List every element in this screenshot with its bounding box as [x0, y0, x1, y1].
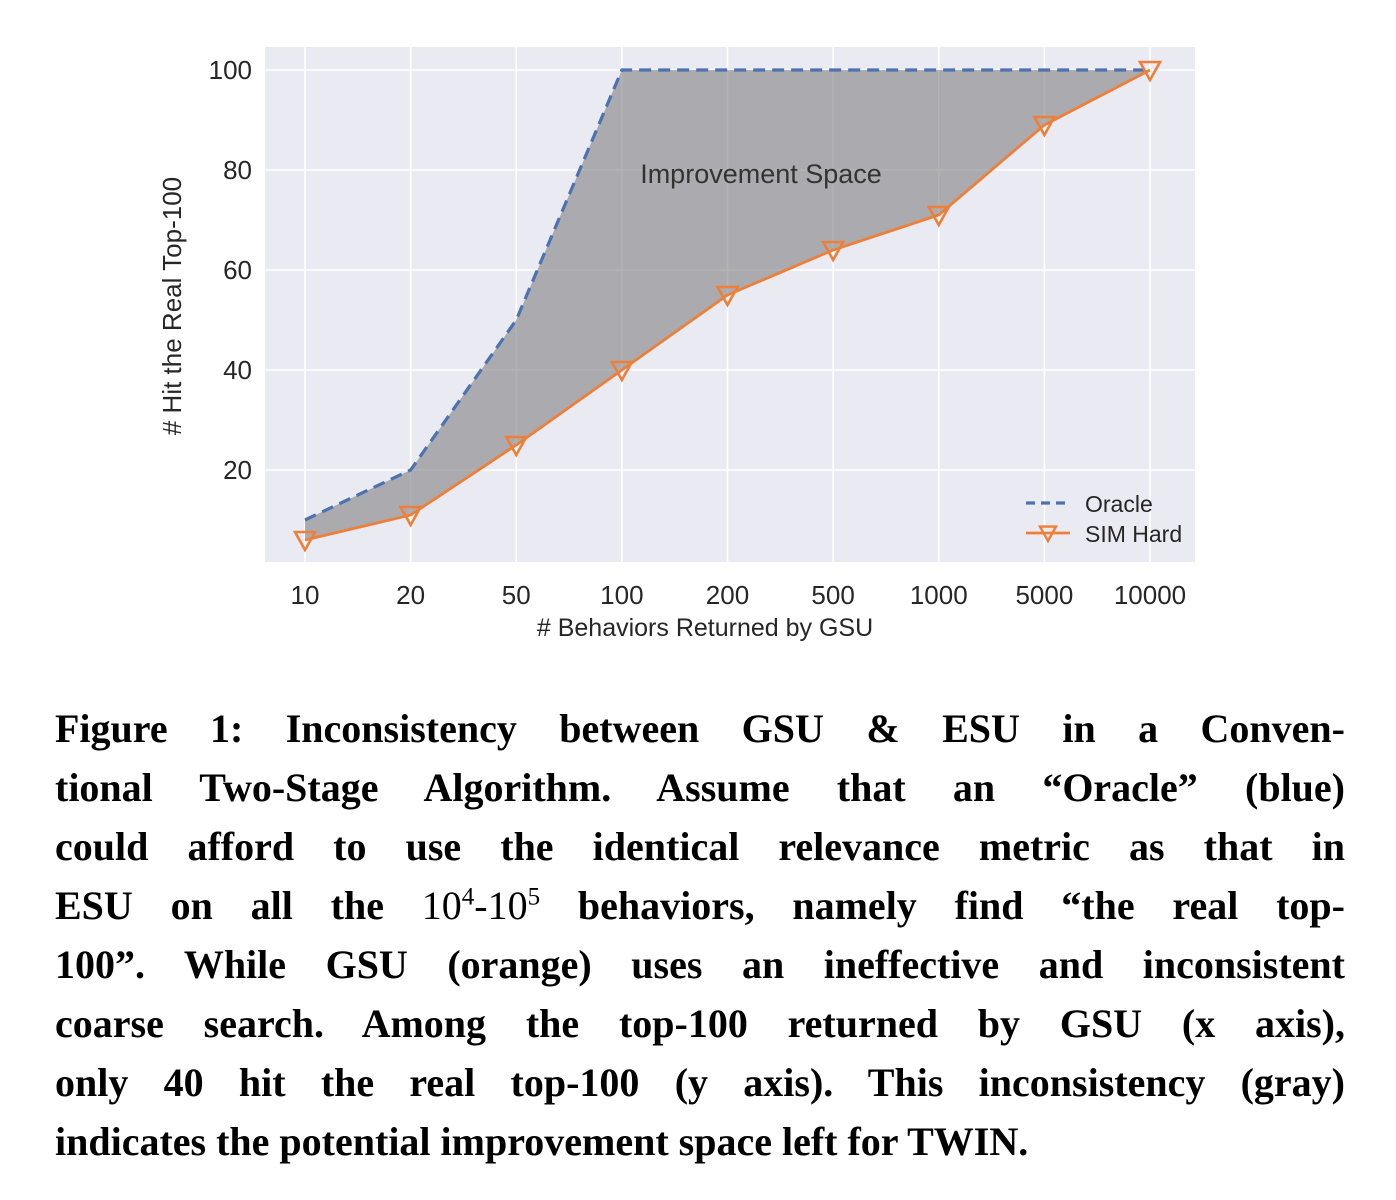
caption-line: indicates the potential improvement spac… [55, 1119, 1029, 1164]
sim-hard-marker [1032, 115, 1057, 138]
math-exponent: 4 [461, 883, 475, 911]
legend-sim-hard-label: SIM Hard [1085, 521, 1182, 547]
legend-oracle-label: Oracle [1085, 491, 1153, 517]
sim-hard-marker [926, 205, 951, 228]
sim-hard-marker [715, 285, 740, 308]
sim-hard-marker [609, 360, 635, 383]
x-tick-label: 200 [706, 580, 749, 610]
y-axis-label: # Hit the Real Top-100 [157, 177, 187, 435]
sim-hard-marker [820, 240, 846, 263]
caption-line: only 40 hit the real top-100 (y axis). T… [55, 1060, 1345, 1105]
oracle-line [304, 68, 1150, 522]
x-tick-label: 10 [291, 580, 320, 610]
sim-hard-marker [1137, 60, 1163, 83]
improvement-space-fill [305, 70, 1150, 540]
x-tick-label: 500 [811, 580, 854, 610]
x-axis-label: # Behaviors Returned by GSU [537, 614, 873, 642]
caption-line: tional Two-Stage Algorithm. Assume that … [55, 765, 1345, 810]
y-tick-label: 20 [223, 455, 252, 485]
legend: Oracle SIM Hard [1026, 491, 1182, 547]
x-tick-label: 1000 [910, 580, 968, 610]
x-tick-label: 5000 [1015, 580, 1073, 610]
caption-line: coarse search. Among the top-100 returne… [55, 1001, 1345, 1046]
x-tick-label: 10000 [1114, 580, 1186, 610]
caption-line: could afford to use the identical releva… [55, 824, 1345, 869]
math-base: 10 [421, 883, 462, 928]
chart-canvas: Improvement Space 20 40 60 80 100 10 20 50 100 200… [157, 47, 1195, 642]
improvement-space-label: Improvement Space [640, 159, 882, 189]
math-base: -10 [474, 883, 528, 928]
x-tick-label: 100 [600, 580, 643, 610]
sim-hard-marker [292, 530, 318, 553]
sim-hard-marker [398, 505, 423, 528]
caption-line-math: ESU on all the 104-105 behaviors, namely… [55, 876, 1345, 935]
caption-line: Figure 1: Inconsistency between GSU & ES… [55, 706, 1345, 751]
sim-hard-line [304, 68, 1151, 542]
legend-triangle-down-icon [1037, 525, 1059, 544]
caption-line: 100”. While GSU (orange) uses an ineffec… [55, 942, 1345, 987]
x-tick-label: 50 [502, 580, 531, 610]
figure-caption: Figure 1: Inconsistency between GSU & ES… [55, 699, 1345, 1171]
caption-text: ESU on all the [55, 883, 422, 928]
x-tick-label: 20 [396, 580, 425, 610]
y-tick-label: 80 [223, 155, 252, 185]
y-tick-label: 100 [209, 55, 252, 85]
y-tick-label: 40 [223, 355, 252, 385]
y-tick-label: 60 [223, 255, 252, 285]
math-exponent: 5 [527, 883, 541, 911]
caption-text: behaviors, namely find “the real top- [540, 883, 1345, 928]
figure-1-chart: Improvement Space 20 40 60 80 100 10 20 50 100 200… [157, 47, 1195, 642]
sim-hard-marker [504, 435, 529, 458]
